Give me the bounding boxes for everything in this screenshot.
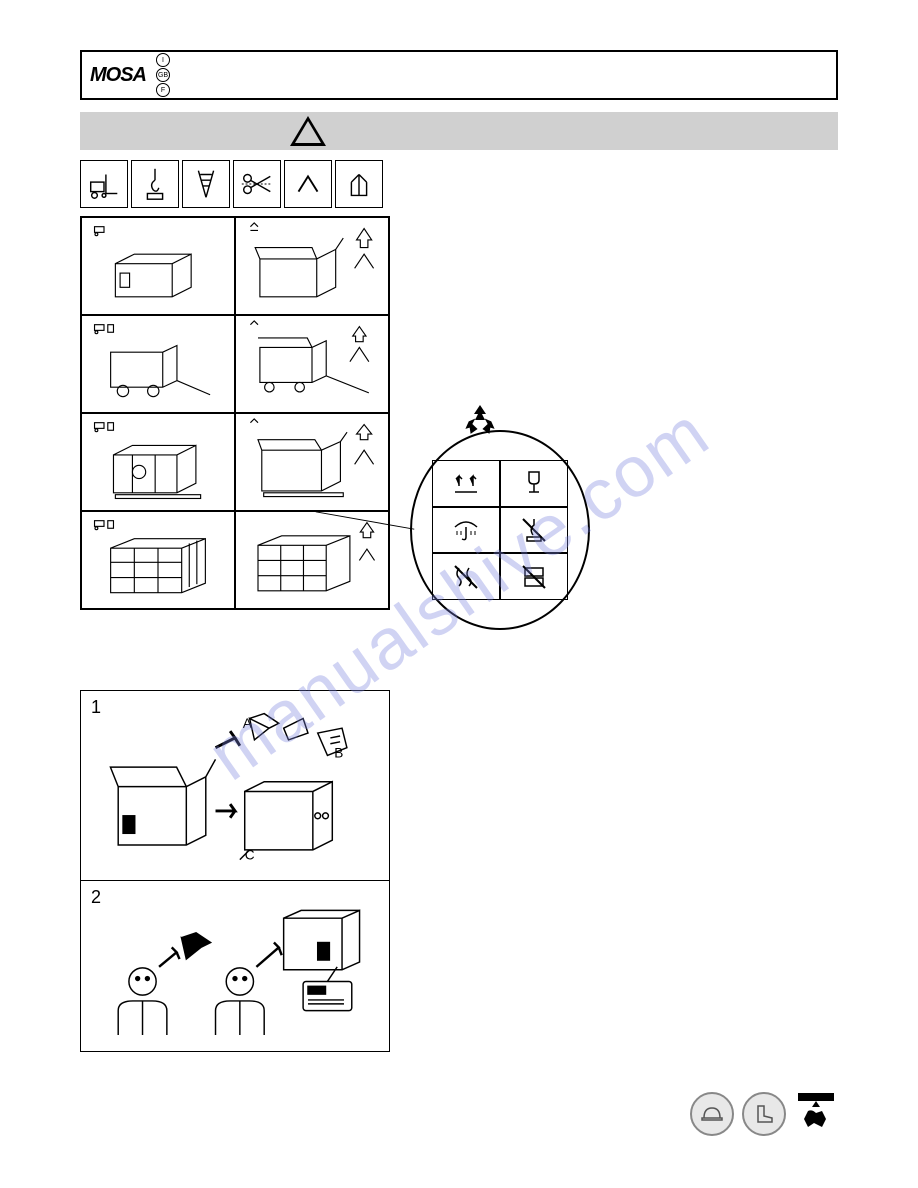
no-hooks-icon	[500, 507, 568, 554]
grid-cell-1-2	[235, 217, 389, 315]
section-bar	[80, 112, 838, 150]
panel-number-2: 2	[91, 887, 101, 908]
no-stack-icon	[500, 553, 568, 600]
crane-hook-icon	[131, 160, 179, 208]
scissors-icon	[233, 160, 281, 208]
boots-icon	[742, 1092, 786, 1136]
callout-group	[410, 430, 590, 630]
brand-logo: MOSA	[90, 64, 146, 87]
handling-icon-row	[80, 160, 838, 208]
grid-cell-1-1	[81, 217, 235, 315]
hardhat-icon	[690, 1092, 734, 1136]
safety-icons-footer	[690, 1089, 838, 1138]
arrow-up-icon	[335, 160, 383, 208]
grid-cell-4-1	[81, 511, 235, 609]
forklift-icon	[80, 160, 128, 208]
header-box: MOSA I GB F	[80, 50, 838, 100]
instruction-panel-1: 1 A B C	[81, 691, 389, 881]
this-way-up-icon	[432, 460, 500, 507]
instruction-panel-2: 2	[81, 881, 389, 1051]
fragile-glass-icon	[500, 460, 568, 507]
handling-symbols-callout	[410, 430, 590, 630]
grid-cell-3-2	[235, 413, 389, 511]
lang-f: F	[156, 83, 170, 97]
grid-cell-2-1	[81, 315, 235, 413]
caret-up-icon	[284, 160, 332, 208]
recycle-icon	[460, 400, 500, 445]
packaging-grid	[80, 216, 390, 610]
grid-cell-2-2	[235, 315, 389, 413]
grid-cell-4-2	[235, 511, 389, 609]
grid-cell-3-1	[81, 413, 235, 511]
temperature-icon	[432, 553, 500, 600]
language-indicators: I GB F	[156, 53, 170, 97]
lang-gb: GB	[156, 68, 170, 82]
keep-dry-icon	[432, 507, 500, 554]
instruction-box: 1 A B C 2	[80, 690, 390, 1052]
chains-icon	[182, 160, 230, 208]
lang-i: I	[156, 53, 170, 67]
panel-number-1: 1	[91, 697, 101, 718]
crush-hazard-icon	[794, 1089, 838, 1138]
warning-triangle-icon	[290, 116, 326, 146]
